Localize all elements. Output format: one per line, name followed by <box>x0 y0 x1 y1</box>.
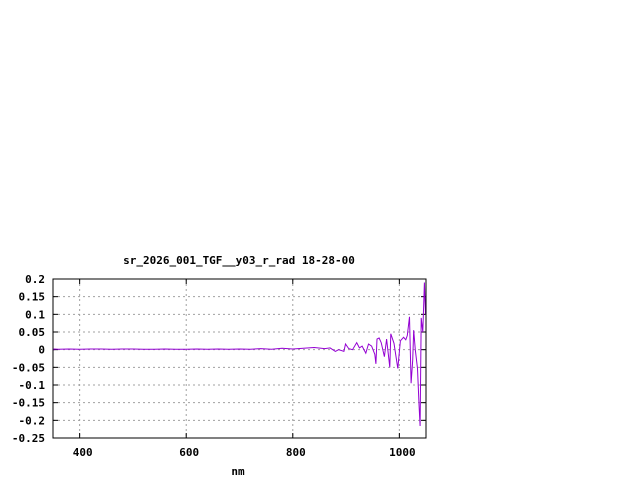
y-tick-label: -0.05 <box>12 361 45 374</box>
grid <box>53 279 426 438</box>
x-axis: 400 600 800 1000 <box>73 279 416 459</box>
x-tick-label: 600 <box>179 446 199 459</box>
y-axis: 0.2 0.15 0.1 0.05 0 -0.05 -0.1 -0.15 -0.2 -0.25 <box>12 273 426 445</box>
x-axis-label: nm <box>231 465 245 478</box>
y-tick-label: 0.1 <box>25 308 45 321</box>
y-tick-label: 0.2 <box>25 273 45 286</box>
y-tick-label: 0.15 <box>19 291 46 304</box>
chart-title: sr_2026_001_TGF__y03_r_rad 18-28-00 <box>123 254 355 267</box>
x-tick-label: 400 <box>73 446 93 459</box>
y-tick-label: -0.25 <box>12 432 45 445</box>
y-tick-label: -0.15 <box>12 397 45 410</box>
plot-border <box>52 278 427 439</box>
y-tick-label: -0.1 <box>19 379 46 392</box>
y-tick-label: 0.05 <box>19 326 46 339</box>
y-tick-label: 0 <box>38 344 45 357</box>
x-tick-label: 1000 <box>389 446 416 459</box>
y-tick-label: -0.2 <box>19 414 46 427</box>
series-line <box>52 282 426 427</box>
x-tick-label: 800 <box>286 446 306 459</box>
